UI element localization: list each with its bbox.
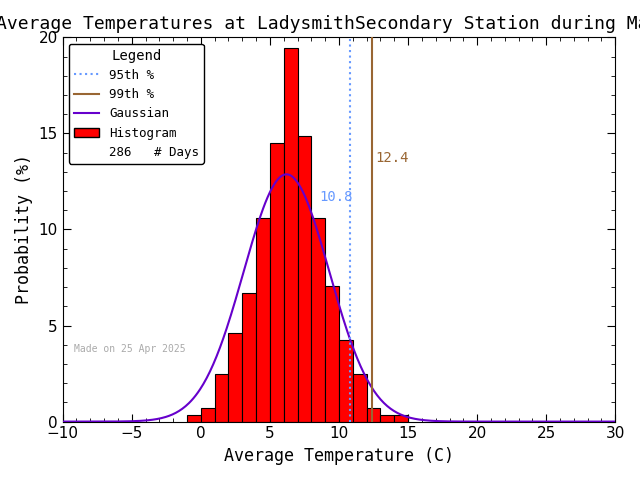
- Bar: [256, 218, 270, 421]
- Text: 10.8: 10.8: [319, 190, 353, 204]
- Bar: [380, 415, 394, 421]
- Bar: [228, 333, 243, 421]
- Bar: [353, 374, 367, 421]
- Bar: [187, 415, 201, 421]
- Bar: [298, 136, 311, 421]
- Bar: [243, 293, 256, 421]
- Title: Average Temperatures at LadysmithSecondary Station during March: Average Temperatures at LadysmithSeconda…: [0, 15, 640, 33]
- Legend: 95th %, 99th %, Gaussian, Histogram, 286   # Days: 95th %, 99th %, Gaussian, Histogram, 286…: [69, 44, 204, 164]
- Bar: [201, 408, 214, 421]
- Bar: [284, 48, 298, 421]
- Bar: [325, 286, 339, 421]
- Bar: [311, 218, 325, 421]
- Bar: [339, 340, 353, 421]
- Text: 12.4: 12.4: [375, 151, 408, 165]
- Text: Made on 25 Apr 2025: Made on 25 Apr 2025: [74, 345, 186, 354]
- Bar: [214, 374, 228, 421]
- X-axis label: Average Temperature (C): Average Temperature (C): [224, 447, 454, 465]
- Y-axis label: Probability (%): Probability (%): [15, 155, 33, 304]
- Bar: [367, 408, 380, 421]
- Bar: [394, 415, 408, 421]
- Bar: [270, 143, 284, 421]
